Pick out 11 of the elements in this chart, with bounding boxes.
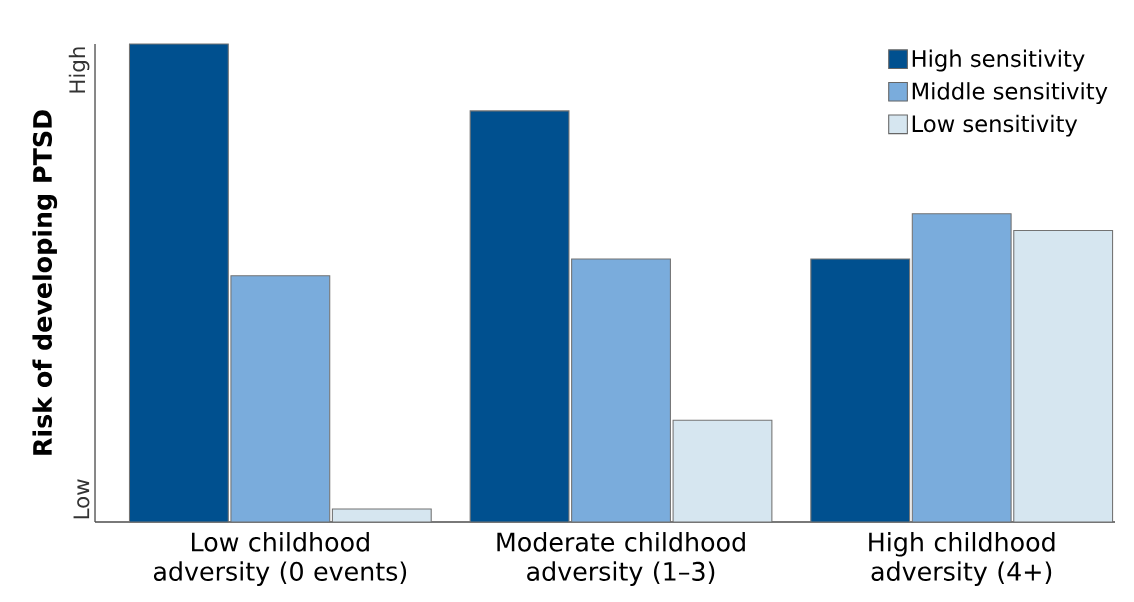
legend-label: High sensitivity [912,49,1085,72]
y-axis-title: Risk of developing PTSD [32,110,58,455]
legend-label: Low sensitivity [912,114,1078,137]
x-tick-label: Moderate childhood adversity (1–3) [497,532,745,586]
x-tick-label: High childhood adversity (4+) [869,532,1055,586]
legend-label: Middle sensitivity [912,82,1108,105]
bar [331,508,432,523]
x-tick-label: Low childhood adversity (0 events) [153,532,407,586]
bar [810,258,911,523]
text: Low [73,479,90,519]
text: High [68,47,90,93]
